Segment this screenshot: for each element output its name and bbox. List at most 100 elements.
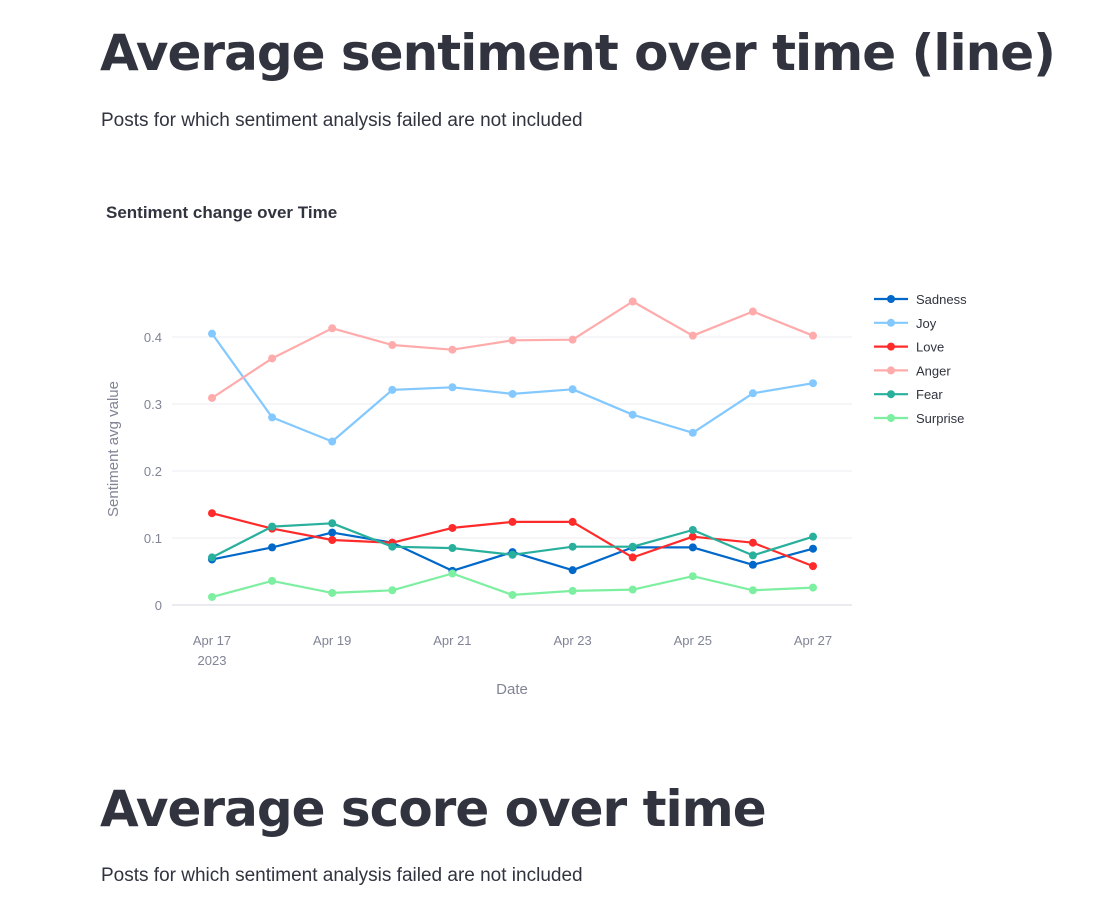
data-point-fear[interactable]: [448, 544, 457, 553]
series-fear: [208, 519, 817, 562]
chart-legend[interactable]: Sadness Joy Love Anger Fear Surprise: [874, 292, 967, 426]
chart-series: [208, 297, 817, 601]
data-point-surprise[interactable]: [688, 572, 697, 581]
y-tick-label: 0.4: [144, 330, 162, 345]
data-point-surprise[interactable]: [448, 569, 457, 578]
data-point-joy[interactable]: [328, 437, 337, 446]
data-point-fear[interactable]: [328, 519, 337, 528]
data-point-joy[interactable]: [388, 385, 397, 394]
data-point-fear[interactable]: [748, 551, 757, 560]
data-point-fear[interactable]: [388, 542, 397, 551]
sentiment-line-chart[interactable]: Sentiment change over Time 0 0.1 0.2 0.3 0.4…: [0, 180, 1103, 720]
data-point-sadness[interactable]: [568, 566, 577, 575]
legend-item-love[interactable]: Love: [874, 340, 944, 355]
x-tick-sublabel: 2023: [198, 653, 227, 668]
data-point-love[interactable]: [208, 509, 216, 518]
y-axis-label: Sentiment avg value: [105, 381, 122, 517]
y-tick-label: 0: [155, 598, 162, 613]
data-point-fear[interactable]: [508, 550, 517, 559]
data-point-anger[interactable]: [268, 354, 277, 363]
data-point-love[interactable]: [568, 517, 577, 526]
legend-item-fear[interactable]: Fear: [874, 387, 943, 402]
series-line-joy: [211, 332, 814, 443]
series-line-anger: [211, 300, 814, 399]
data-point-anger[interactable]: [508, 336, 517, 345]
data-point-joy[interactable]: [268, 413, 277, 422]
data-point-joy[interactable]: [748, 389, 757, 398]
data-point-love[interactable]: [748, 538, 757, 547]
data-point-surprise[interactable]: [328, 588, 337, 597]
data-point-sadness[interactable]: [268, 543, 277, 552]
data-point-surprise[interactable]: [508, 590, 517, 599]
data-point-love[interactable]: [508, 517, 517, 526]
chart-title: Sentiment change over Time: [106, 203, 337, 222]
data-point-fear[interactable]: [809, 532, 817, 541]
data-point-sadness[interactable]: [328, 528, 337, 537]
data-point-love[interactable]: [628, 553, 637, 562]
legend-label: Joy: [916, 316, 937, 331]
data-point-surprise[interactable]: [568, 586, 577, 595]
data-point-anger[interactable]: [748, 307, 757, 316]
legend-item-joy[interactable]: Joy: [874, 316, 937, 331]
x-tick-label: Apr 23: [553, 633, 591, 648]
section-caption-sentiment: Posts for which sentiment analysis faile…: [101, 110, 583, 131]
data-point-surprise[interactable]: [748, 586, 757, 595]
data-point-joy[interactable]: [508, 389, 517, 398]
legend-swatch-marker: [887, 390, 895, 399]
data-point-love[interactable]: [448, 523, 457, 532]
legend-swatch-marker: [887, 295, 895, 303]
x-axis-label: Date: [496, 681, 528, 698]
y-tick-label: 0.2: [144, 464, 162, 479]
data-point-anger[interactable]: [448, 345, 457, 354]
y-tick-label: 0.1: [144, 531, 162, 546]
series-joy: [208, 329, 817, 446]
x-tick-label: Apr 19: [313, 633, 351, 648]
data-point-joy[interactable]: [448, 383, 457, 392]
legend-label: Fear: [916, 387, 943, 402]
series-surprise: [208, 569, 817, 601]
data-point-surprise[interactable]: [268, 576, 277, 585]
data-point-anger[interactable]: [208, 393, 216, 402]
x-tick-label: Apr 27: [794, 633, 832, 648]
data-point-sadness[interactable]: [688, 543, 697, 552]
legend-item-anger[interactable]: Anger: [874, 363, 951, 378]
data-point-joy[interactable]: [628, 410, 637, 419]
data-point-anger[interactable]: [809, 331, 817, 340]
data-point-fear[interactable]: [208, 553, 216, 562]
data-point-surprise[interactable]: [809, 583, 817, 592]
data-point-fear[interactable]: [688, 525, 697, 534]
x-tick-label: Apr 21: [433, 633, 471, 648]
data-point-fear[interactable]: [268, 522, 277, 531]
legend-swatch-marker: [887, 342, 895, 351]
legend-swatch-marker: [887, 366, 895, 375]
y-axis-ticks: 0 0.1 0.2 0.3 0.4: [144, 330, 162, 613]
data-point-surprise[interactable]: [208, 592, 216, 601]
legend-swatch-marker: [887, 318, 895, 327]
data-point-anger[interactable]: [688, 331, 697, 340]
data-point-anger[interactable]: [328, 324, 337, 333]
data-point-anger[interactable]: [628, 297, 637, 306]
data-point-fear[interactable]: [568, 542, 577, 551]
data-point-joy[interactable]: [568, 385, 577, 394]
data-point-love[interactable]: [328, 536, 337, 545]
data-point-surprise[interactable]: [388, 586, 397, 595]
data-point-fear[interactable]: [628, 542, 637, 551]
legend-label: Surprise: [916, 411, 964, 426]
data-point-joy[interactable]: [688, 428, 697, 437]
data-point-joy[interactable]: [208, 329, 216, 338]
data-point-sadness[interactable]: [809, 544, 817, 553]
y-tick-label: 0.3: [144, 397, 162, 412]
legend-item-surprise[interactable]: Surprise: [874, 411, 964, 426]
data-point-anger[interactable]: [568, 335, 577, 344]
data-point-joy[interactable]: [809, 379, 817, 388]
legend-item-sadness[interactable]: Sadness: [874, 292, 967, 307]
data-point-love[interactable]: [688, 532, 697, 541]
data-point-sadness[interactable]: [748, 560, 757, 569]
x-axis-ticks: Apr 17 2023 Apr 19 Apr 21 Apr 23 Apr 25 Apr 27: [193, 633, 832, 668]
data-point-surprise[interactable]: [628, 585, 637, 594]
data-point-love[interactable]: [809, 562, 817, 571]
legend-label: Love: [916, 340, 944, 355]
section-title-sentiment: Average sentiment over time (line): [100, 24, 1056, 82]
data-point-anger[interactable]: [388, 341, 397, 350]
